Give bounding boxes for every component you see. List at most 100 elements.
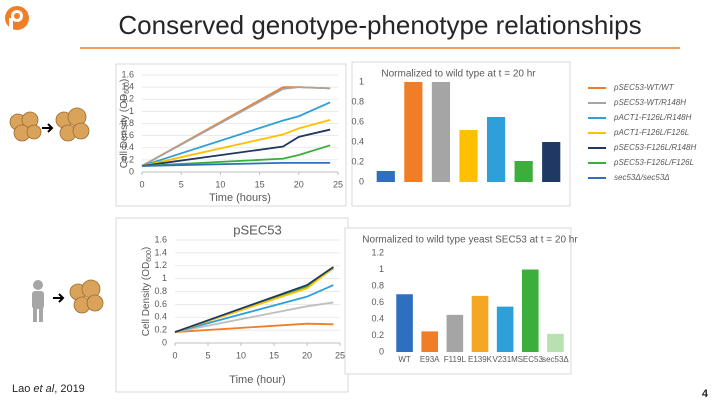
x-axis-label: Time (hours): [209, 192, 271, 204]
y-tick-label: 0.2: [351, 156, 364, 166]
y-axis-label-part: 600: [124, 82, 131, 94]
legend-label: pACT1-F126L/R148H: [613, 113, 692, 122]
bar: [396, 294, 413, 352]
y-axis-label-part: 600: [146, 250, 153, 262]
y-tick-label: 0.2: [371, 330, 384, 340]
y-tick-label: 0.6: [351, 116, 364, 126]
y-tick-label: 0.8: [121, 118, 134, 128]
yeast-icon: [69, 279, 104, 314]
chart-frame: [115, 63, 347, 207]
y-axis-label: Cell Density (OD600): [141, 247, 153, 337]
y-tick-label: 1.6: [154, 234, 167, 244]
chart-frame: [115, 217, 349, 393]
y-axis-label-part: ): [119, 79, 130, 82]
citation-part: Lao: [12, 383, 33, 395]
y-tick-label: 0.8: [154, 286, 167, 296]
x-tick-label: 10: [215, 179, 225, 189]
y-tick-label: 1.4: [121, 82, 134, 92]
x-tick-label: 5: [179, 179, 184, 189]
bar: [514, 161, 533, 182]
y-tick-label: 0.6: [154, 299, 167, 309]
chart-title: pSEC53: [233, 222, 281, 237]
line-series: [141, 118, 331, 167]
y-tick-label: 0.4: [121, 142, 134, 152]
citation-part: et al: [33, 383, 54, 395]
line-series: [174, 266, 334, 333]
y-tick-label: 0.8: [351, 96, 364, 106]
x-tick-label: E93A: [420, 355, 440, 364]
y-axis-label-part: ): [141, 247, 152, 250]
line-series: [141, 86, 331, 167]
y-tick-label: 1.4: [154, 247, 167, 257]
bar: [421, 331, 439, 352]
bar: [471, 295, 489, 352]
arrow: [53, 293, 65, 303]
bar: [404, 82, 423, 182]
y-axis-label-part: Cell Density (OD: [141, 262, 152, 336]
y-axis-label-part: Cell Density (OD: [119, 94, 130, 168]
y-tick-label: 1: [359, 76, 364, 86]
y-tick-label: 0.4: [154, 312, 167, 322]
x-tick-label: 0: [139, 179, 144, 189]
human-icon: [32, 280, 44, 322]
y-tick-label: 1: [162, 273, 167, 283]
legend-label: pSEC53-F126L/F126L: [613, 158, 694, 167]
line-series: [141, 144, 331, 167]
x-tick-label: 0: [172, 350, 177, 360]
x-tick-label: 20: [294, 179, 304, 189]
y-tick-label: 0.4: [351, 136, 364, 146]
legend-label: pSEC53-F126L/R148H: [613, 143, 696, 152]
bar: [496, 306, 514, 352]
chart-title: Normalized to wild type at t = 20 hr: [381, 69, 536, 80]
bar: [459, 130, 478, 182]
line-series: [174, 301, 334, 333]
x-tick-label: 25: [335, 350, 345, 360]
x-tick-label: WT: [398, 355, 411, 364]
x-tick-label: 15: [269, 350, 279, 360]
line-series: [141, 128, 331, 167]
x-tick-label: 25: [333, 179, 343, 189]
line-series: [141, 101, 331, 167]
citation-part: , 2019: [54, 383, 85, 395]
page-number: 4: [702, 388, 709, 400]
y-axis-label: Cell Density (OD600): [119, 79, 131, 169]
y-tick-label: 0.8: [371, 280, 384, 290]
arrow: [42, 123, 54, 133]
x-tick-label: E139K: [468, 355, 493, 364]
y-tick-label: 0.2: [121, 154, 134, 164]
legend-label: pACT1-F126L/F126L: [613, 128, 689, 137]
x-tick-label: 5: [205, 350, 210, 360]
bar: [521, 269, 539, 352]
y-tick-label: 0.6: [371, 297, 384, 307]
y-tick-label: 1.2: [154, 260, 167, 270]
y-tick-label: 1.2: [121, 94, 134, 104]
legend-label: sec53Δ/sec53Δ: [614, 173, 670, 182]
yeast-icon: [55, 107, 90, 142]
bar: [431, 82, 451, 182]
line-series: [174, 266, 334, 333]
x-tick-label: F119L: [444, 355, 467, 364]
bar: [547, 333, 564, 352]
bar: [446, 314, 464, 352]
y-tick-label: 0.4: [371, 313, 384, 323]
chart-title: Normalized to wild type yeast SEC53 at t…: [362, 235, 578, 246]
slide-title: Conserved genotype-phenotype relationshi…: [118, 10, 641, 40]
x-tick-label: V231M: [492, 355, 518, 364]
legend-label: pSEC53-WT/R148H: [613, 98, 686, 107]
line-series: [141, 162, 331, 167]
bar: [542, 142, 561, 182]
citation: Lao et al, 2019: [12, 383, 85, 395]
y-tick-label: 0.6: [121, 130, 134, 140]
y-tick-label: 1.6: [121, 69, 134, 79]
y-tick-label: 0: [129, 166, 134, 176]
y-tick-label: 0.2: [154, 325, 167, 335]
y-tick-label: 1.2: [371, 247, 384, 257]
yeast-icon: [9, 111, 42, 142]
x-tick-label: sec53Δ: [542, 355, 569, 364]
y-tick-label: 1: [129, 106, 134, 116]
bar: [486, 117, 506, 182]
y-tick-label: 0: [162, 337, 167, 347]
y-tick-label: 1: [379, 264, 384, 274]
y-tick-label: 0: [359, 176, 364, 186]
